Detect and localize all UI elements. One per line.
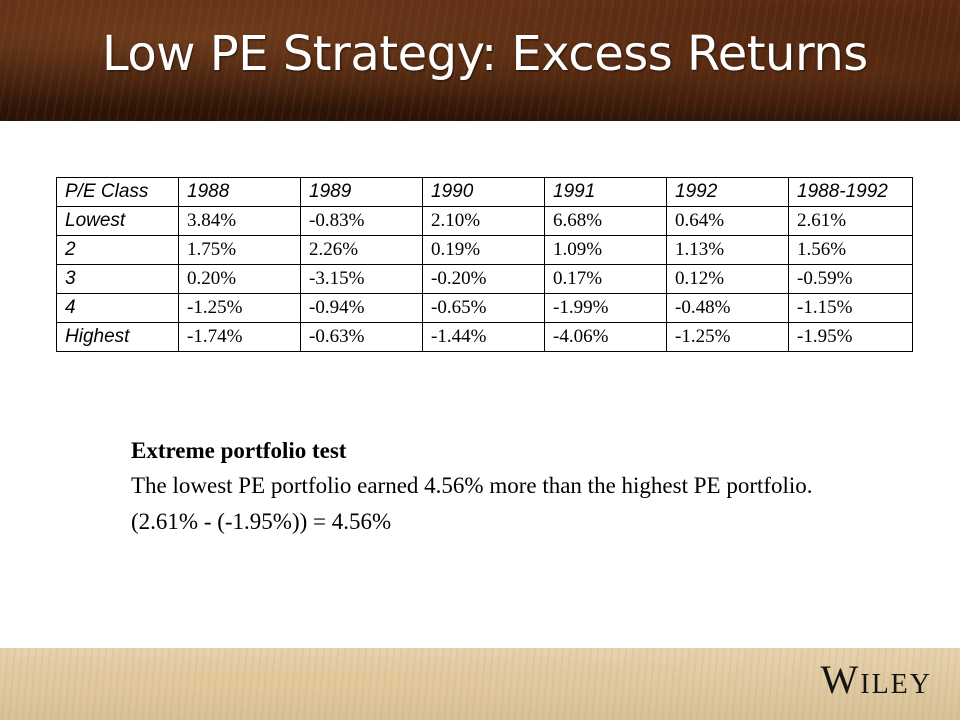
- table-cell: 2.10%: [422, 206, 545, 236]
- header-cell: 1988-1992: [788, 177, 913, 207]
- header-cell: 1989: [300, 177, 423, 207]
- table-cell: -1.74%: [178, 322, 301, 352]
- table-cell: -3.15%: [300, 264, 423, 294]
- table-cell: 6.68%: [544, 206, 667, 236]
- table-cell: 2.61%: [788, 206, 913, 236]
- row-label: Lowest: [56, 206, 179, 236]
- table-cell: -0.20%: [422, 264, 545, 294]
- table-cell: -1.25%: [178, 293, 301, 323]
- slide-header: Low PE Strategy: Excess Returns: [0, 0, 960, 121]
- table-row: 2 1.75% 2.26% 0.19% 1.09% 1.13% 1.56%: [56, 235, 913, 265]
- table-cell: -0.94%: [300, 293, 423, 323]
- table-cell: 1.13%: [666, 235, 789, 265]
- row-label: 2: [56, 235, 179, 265]
- table-row: 4 -1.25% -0.94% -0.65% -1.99% -0.48% -1.…: [56, 293, 913, 323]
- table-cell: 1.09%: [544, 235, 667, 265]
- table-cell: 1.75%: [178, 235, 301, 265]
- pe-returns-table: P/E Class 1988 1989 1990 1991 1992 1988-…: [56, 177, 913, 352]
- notes-block: Extreme portfolio test The lowest PE por…: [131, 436, 851, 540]
- header-cell: P/E Class: [56, 177, 179, 207]
- slide-footer: Wiley: [0, 648, 960, 720]
- table-cell: -0.83%: [300, 206, 423, 236]
- header-cell: 1988: [178, 177, 301, 207]
- table-cell: -1.25%: [666, 322, 789, 352]
- table-cell: -1.44%: [422, 322, 545, 352]
- table-cell: 0.20%: [178, 264, 301, 294]
- header-cell: 1991: [544, 177, 667, 207]
- table-cell: -1.95%: [788, 322, 913, 352]
- table-cell: 2.26%: [300, 235, 423, 265]
- notes-heading: Extreme portfolio test: [131, 438, 347, 463]
- table-cell: 3.84%: [178, 206, 301, 236]
- table-cell: 1.56%: [788, 235, 913, 265]
- table-cell: 0.64%: [666, 206, 789, 236]
- table-cell: -0.59%: [788, 264, 913, 294]
- row-label: Highest: [56, 322, 179, 352]
- table-cell: -0.63%: [300, 322, 423, 352]
- table-header-row: P/E Class 1988 1989 1990 1991 1992 1988-…: [56, 177, 913, 207]
- row-label: 3: [56, 264, 179, 294]
- table-cell: 0.19%: [422, 235, 545, 265]
- header-cell: 1990: [422, 177, 545, 207]
- table-cell: -1.15%: [788, 293, 913, 323]
- row-label: 4: [56, 293, 179, 323]
- header-cell: 1992: [666, 177, 789, 207]
- table-cell: -1.99%: [544, 293, 667, 323]
- slide-title: Low PE Strategy: Excess Returns: [102, 26, 868, 82]
- table-cell: 0.17%: [544, 264, 667, 294]
- table-cell: -0.65%: [422, 293, 545, 323]
- table-cell: -0.48%: [666, 293, 789, 323]
- table-row: Highest -1.74% -0.63% -1.44% -4.06% -1.2…: [56, 322, 913, 352]
- table-row: 3 0.20% -3.15% -0.20% 0.17% 0.12% -0.59%: [56, 264, 913, 294]
- table-cell: 0.12%: [666, 264, 789, 294]
- table-row: Lowest 3.84% -0.83% 2.10% 6.68% 0.64% 2.…: [56, 206, 913, 236]
- table-cell: -4.06%: [544, 322, 667, 352]
- notes-body: The lowest PE portfolio earned 4.56% mor…: [131, 473, 813, 534]
- wiley-logo: Wiley: [820, 657, 932, 702]
